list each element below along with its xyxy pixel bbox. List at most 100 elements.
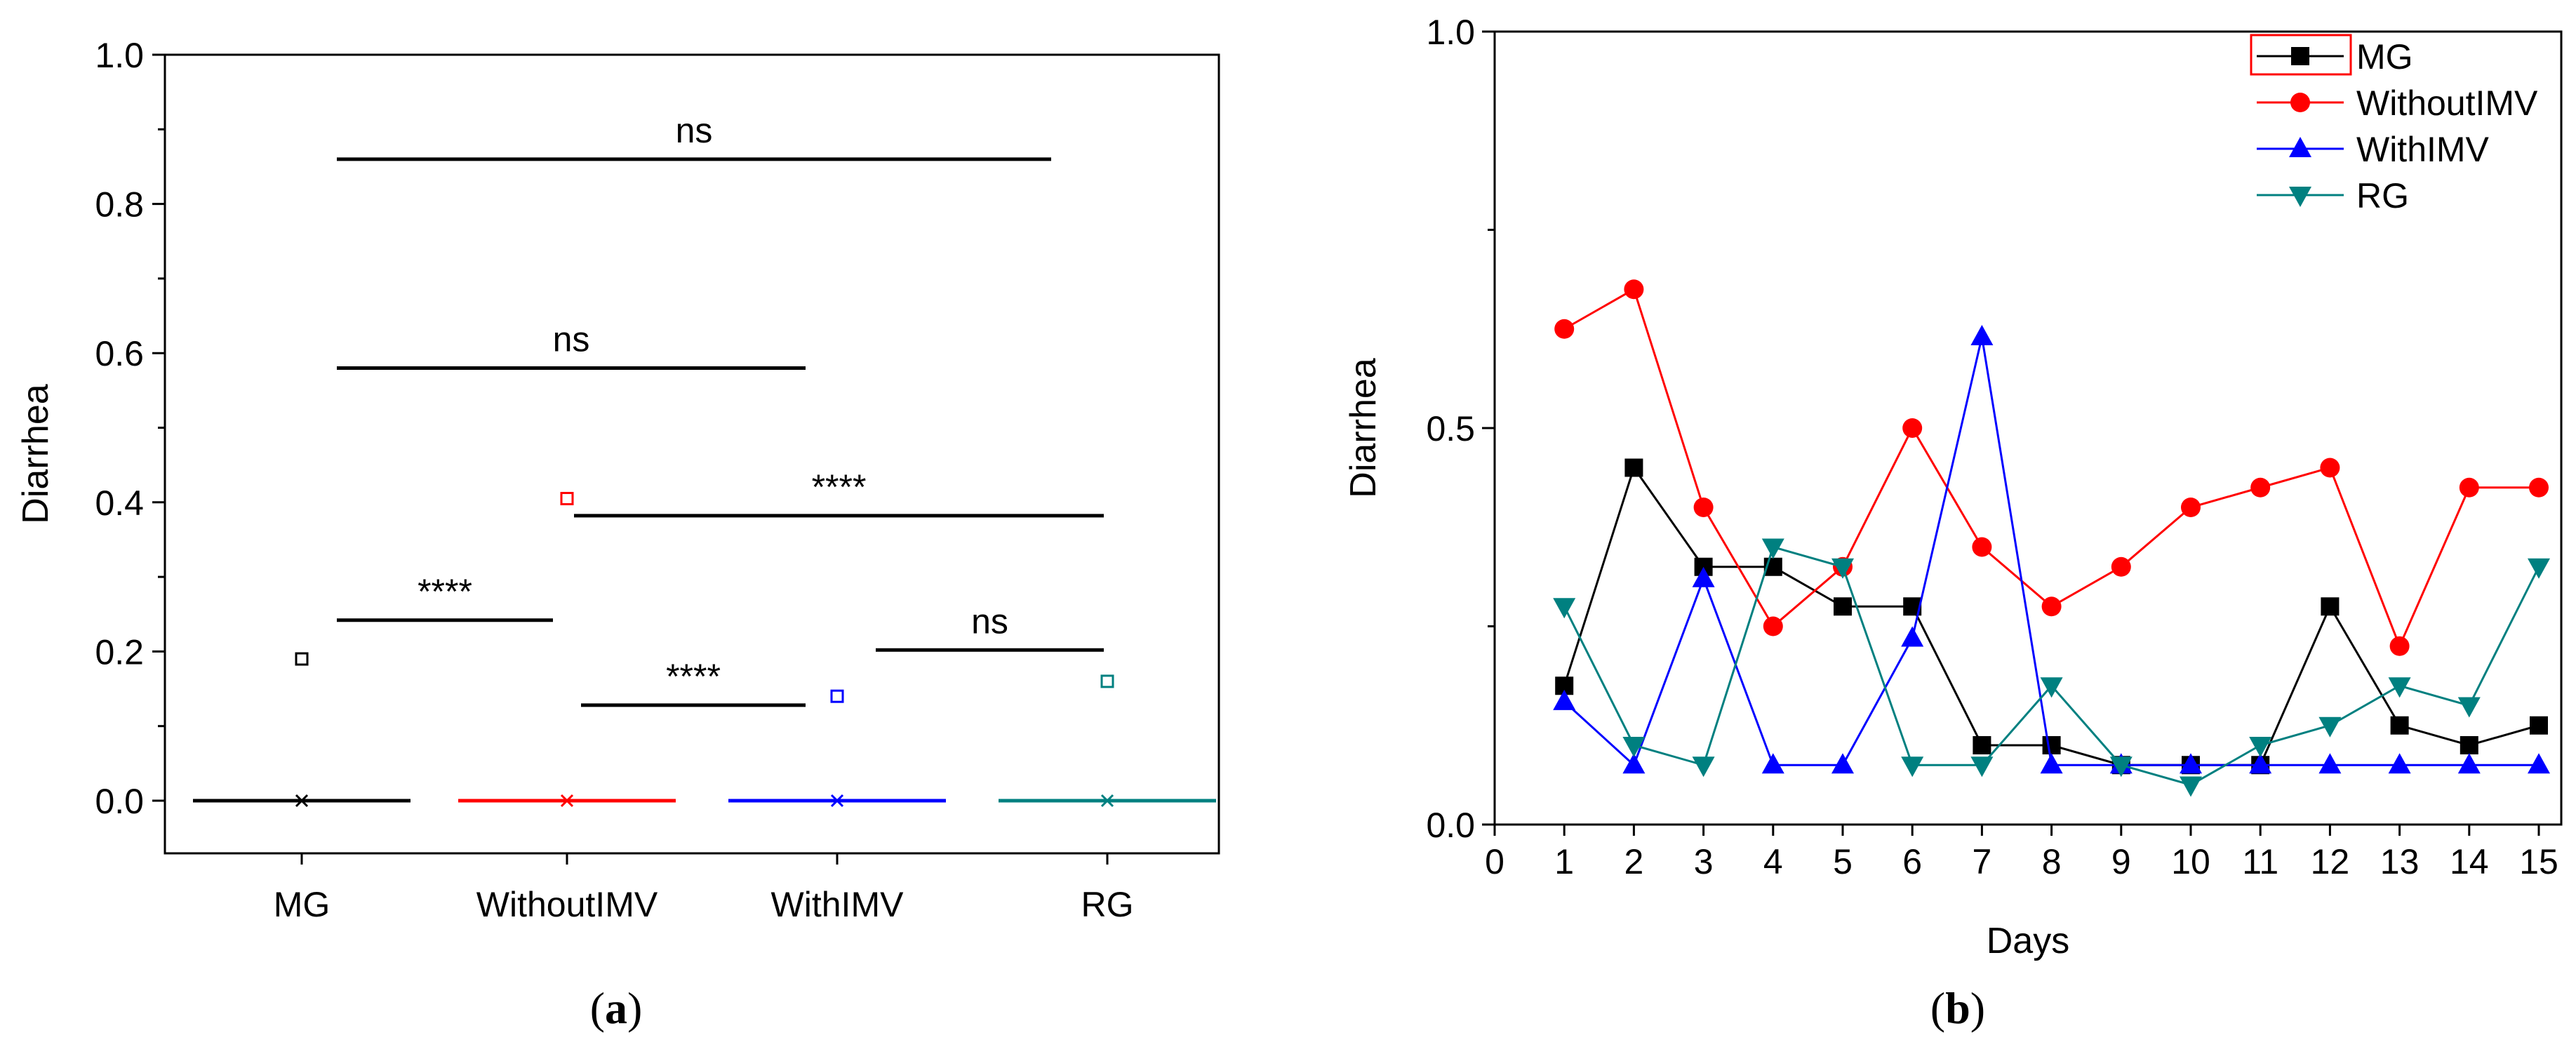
data-point (2459, 477, 2479, 498)
data-point (2181, 498, 2201, 517)
data-point (2042, 736, 2061, 754)
data-point (1972, 537, 1992, 557)
y-tick-label: 0.0 (1426, 806, 1475, 845)
series-line (1563, 288, 2539, 649)
chart-panel-b: 0.00.51.0 0 1 2 3 4 5 6 7 8 9 10 11 12 13 14 15 MGWitho… (1343, 13, 2563, 1033)
data-point (1902, 418, 1923, 438)
data-point (2249, 737, 2272, 757)
x-axis-ticks-b: 0 1 2 3 4 5 6 7 8 9 10 11 12 13 14 15 (1485, 825, 2558, 881)
outlier-marker (295, 652, 309, 666)
legend-highlight-box (2250, 34, 2352, 76)
data-point (2180, 776, 2202, 797)
x-tick-label: 2 (1624, 842, 1643, 881)
box-mean-marker (1100, 794, 1114, 808)
legend-marker (2290, 93, 2310, 112)
legend-marker (2289, 137, 2311, 157)
data-point (2111, 556, 2131, 577)
data-point (1761, 753, 1784, 774)
y-tick-label: 0.0 (95, 782, 144, 821)
significance-label: ns (676, 111, 713, 150)
caption-letter-a: a (605, 983, 627, 1033)
series-withoutimv (1554, 279, 2549, 656)
data-point (1554, 319, 1575, 339)
x-tick-label: 14 (2450, 842, 2489, 881)
significance-label: **** (666, 657, 721, 696)
data-point (1624, 279, 1644, 300)
caption-letter-b: b (1945, 983, 1970, 1033)
data-point (2460, 736, 2478, 754)
caption-a: (a) (590, 983, 643, 1033)
box-groups-a (193, 491, 1216, 808)
series-lines-b (1553, 279, 2550, 797)
x-tick-label: 15 (2519, 842, 2558, 881)
legend-b: MG WithoutIMV WithIMV RG (2250, 34, 2560, 228)
y-axis-label-b: Diarrhea (1343, 358, 1384, 498)
data-point (1761, 538, 1784, 559)
x-tick-label: 13 (2380, 842, 2420, 881)
legend-entry: RG (2356, 176, 2409, 215)
data-point (1901, 626, 1924, 647)
x-tick-label: 8 (2042, 842, 2062, 881)
data-point (2249, 753, 2272, 774)
data-point (2040, 677, 2063, 698)
y-axis-label-a: Diarrhea (15, 384, 56, 524)
data-point (2528, 558, 2550, 579)
data-point (1692, 756, 1715, 778)
data-point (1763, 616, 1783, 636)
data-point (2388, 753, 2411, 774)
y-tick-label: 1.0 (95, 36, 144, 75)
x-tick-label: WithIMV (771, 885, 905, 924)
y-tick-label: 0.6 (95, 334, 144, 373)
data-point (2390, 716, 2409, 735)
y-axis-ticks-b: 0.0 0.5 1.0 (1426, 13, 1495, 845)
x-tick-label: 0 (1485, 842, 1504, 881)
box-mean-marker (560, 794, 574, 808)
outlier-marker (830, 689, 844, 703)
data-point (1624, 458, 1643, 477)
significance-label: **** (418, 572, 472, 611)
data-point (1622, 737, 1646, 757)
data-point (2109, 756, 2133, 778)
x-tick-label: WithoutIMV (476, 885, 658, 924)
x-tick-label: 10 (2171, 842, 2210, 881)
x-axis-ticks-a: MG WithoutIMV WithIMV RG (274, 853, 1134, 924)
plot-area-a (163, 53, 1220, 855)
x-tick-label: 3 (1694, 842, 1714, 881)
outlier-marker (560, 491, 574, 505)
legend-entry: MG (2356, 37, 2413, 76)
x-tick-label: 6 (1902, 842, 1922, 881)
data-point (1692, 566, 1715, 587)
x-tick-label: 11 (2242, 842, 2278, 881)
y-tick-label: 0.5 (1426, 409, 1475, 448)
data-point (2041, 596, 2062, 617)
significance-brackets-a: ns ns **** **** ns **** (337, 111, 1104, 707)
legend-marker (2291, 47, 2309, 65)
data-point (1970, 756, 1994, 778)
data-point (2040, 753, 2063, 774)
significance-label: **** (812, 467, 867, 507)
x-axis-label-b: Days (1987, 921, 2069, 961)
data-point (1553, 689, 1576, 710)
outlier-marker (1100, 674, 1114, 688)
x-tick-label: 5 (1833, 842, 1853, 881)
data-point (1693, 498, 1714, 517)
y-tick-label: 1.0 (1426, 13, 1475, 52)
data-point (2388, 677, 2411, 698)
data-point (2250, 477, 2271, 498)
y-tick-label: 0.2 (95, 632, 144, 672)
data-point (2389, 636, 2410, 656)
caption-b: (b) (1930, 983, 1985, 1033)
x-tick-label: 1 (1554, 842, 1574, 881)
box-mean-marker (830, 794, 844, 808)
x-tick-label: MG (274, 885, 331, 924)
y-tick-label: 0.8 (95, 185, 144, 225)
data-point (2457, 753, 2481, 774)
data-point (1831, 753, 1854, 774)
data-point (1901, 756, 1924, 778)
data-point (2457, 697, 2481, 718)
data-point (2530, 716, 2548, 735)
significance-label: ns (553, 319, 590, 359)
data-point (1622, 753, 1646, 774)
data-point (2528, 753, 2550, 774)
